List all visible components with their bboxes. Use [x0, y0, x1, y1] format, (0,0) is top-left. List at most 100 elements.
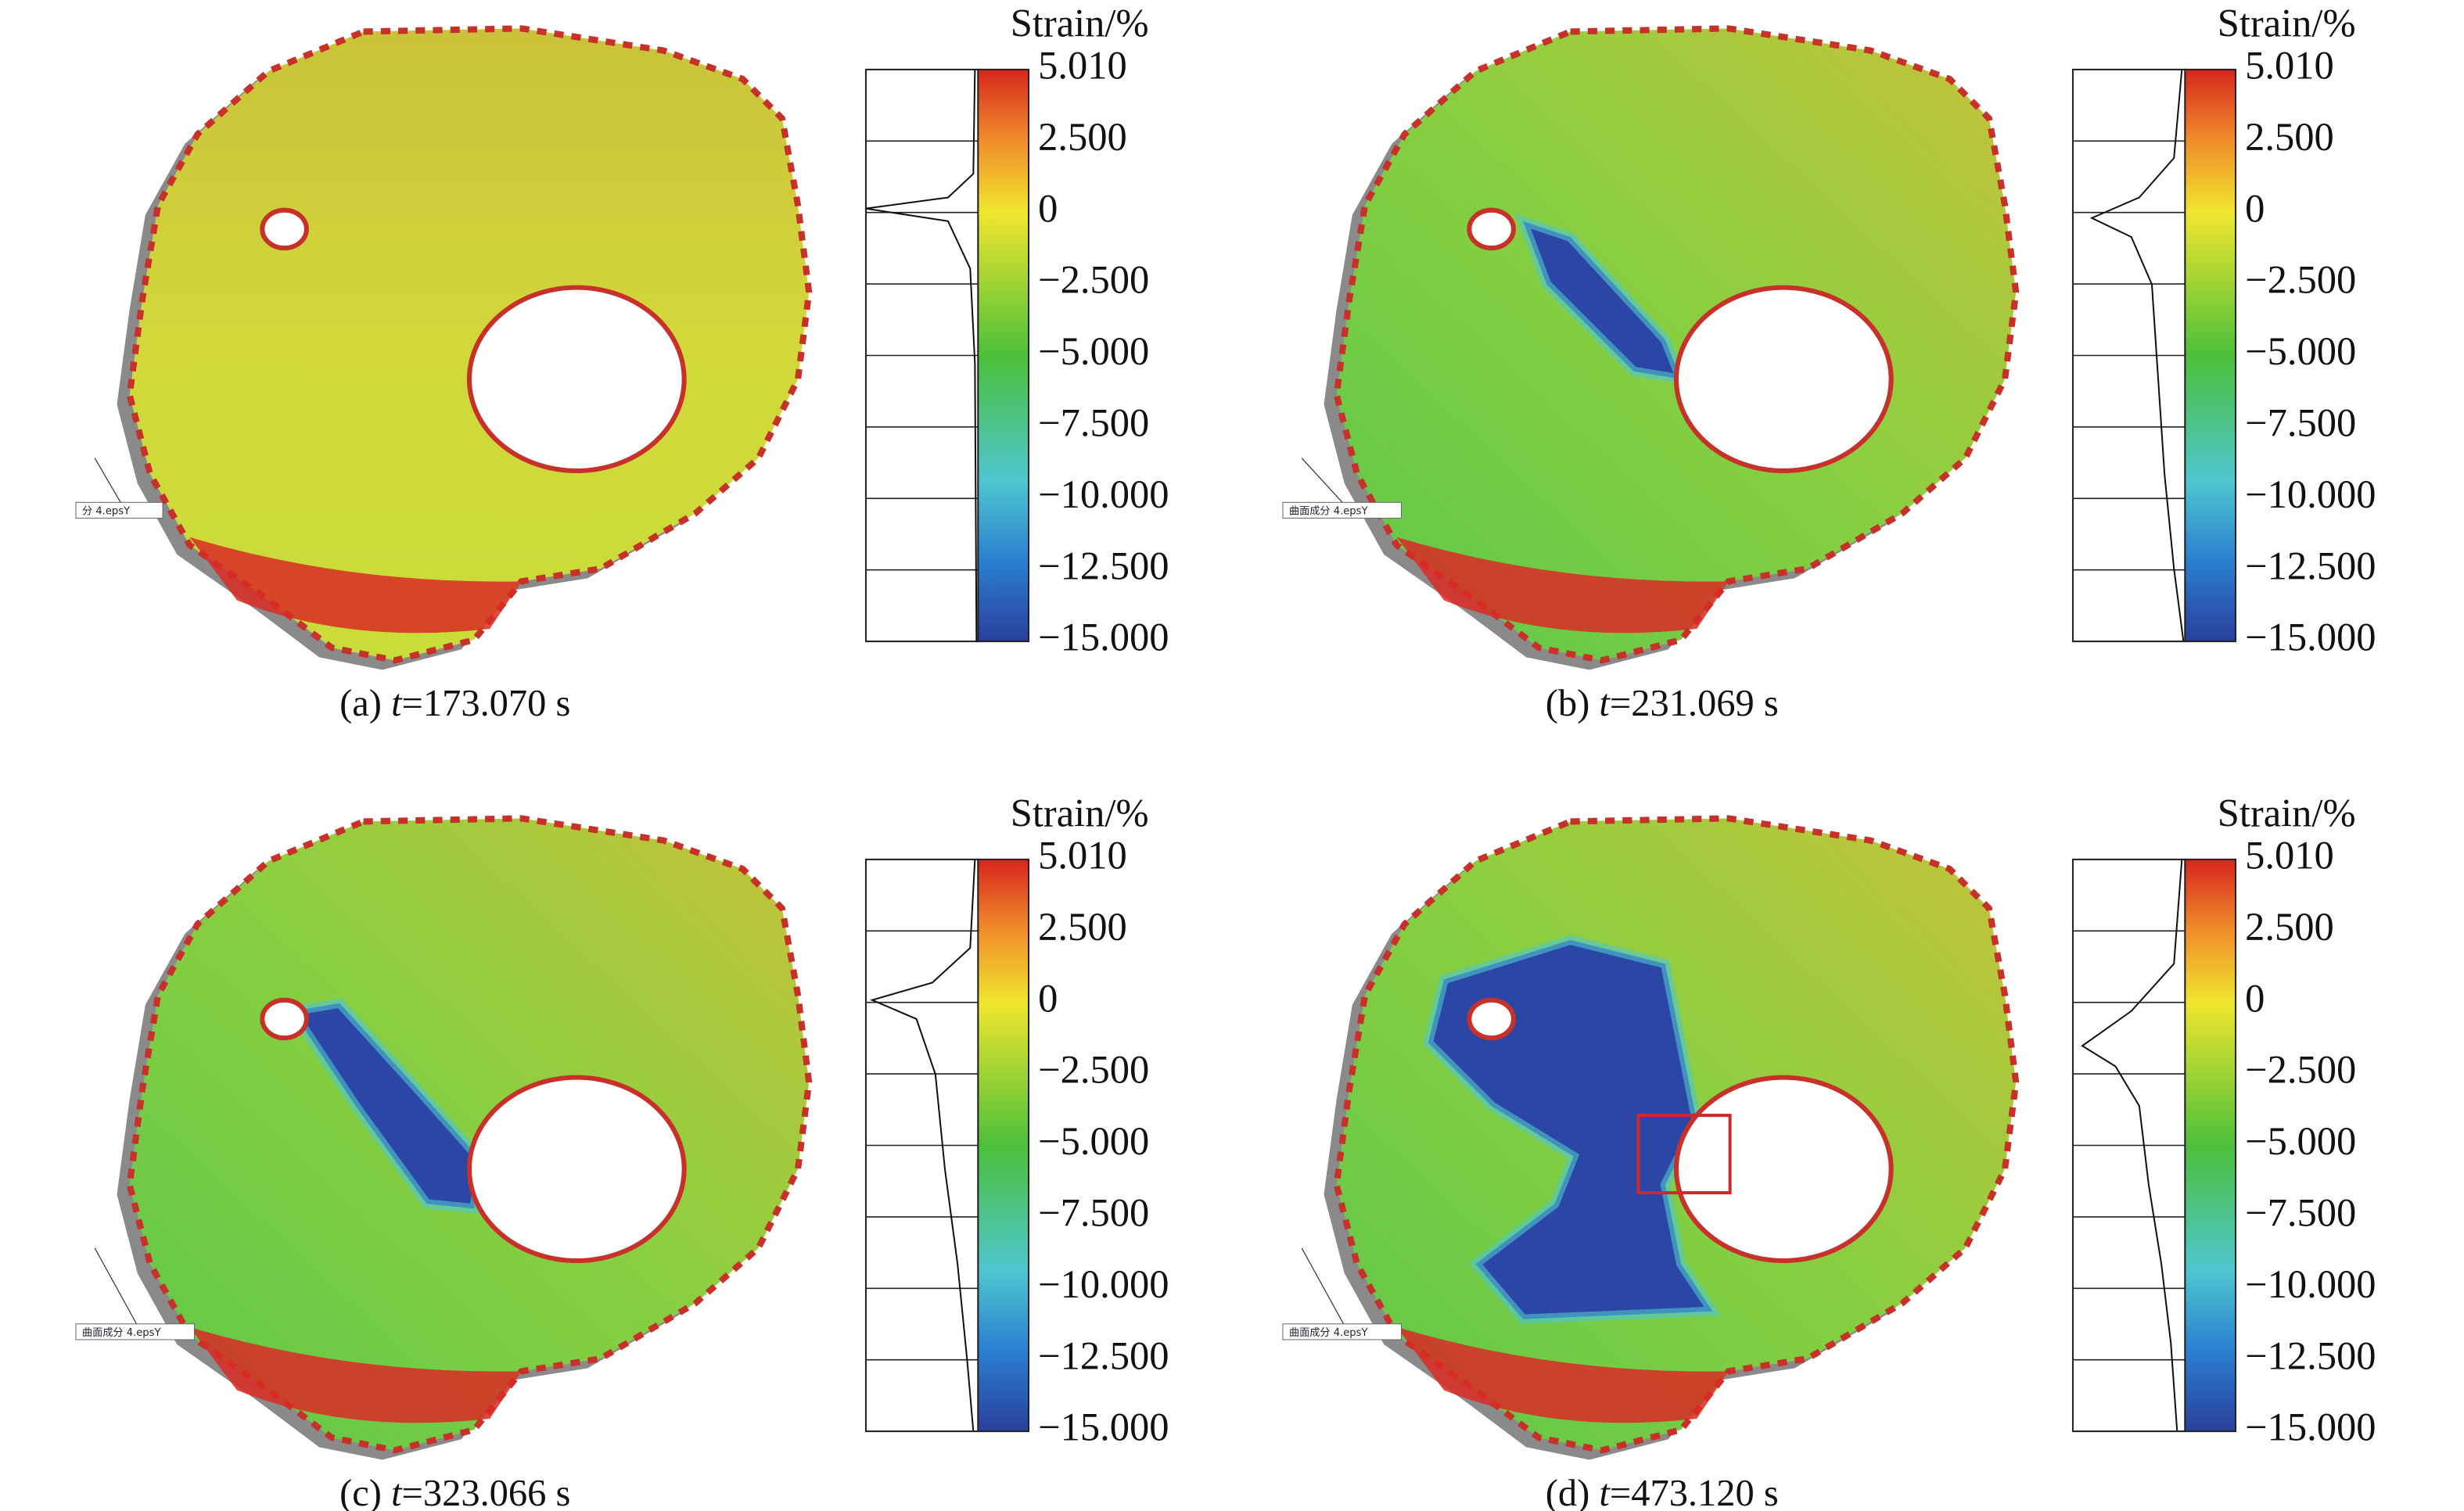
tag-text: 曲面成分 4.epsY — [82, 1326, 161, 1339]
caption-space — [1589, 683, 1599, 724]
colorbar-tick-label: 0 — [1038, 976, 1058, 1020]
caption-value: =231.069 s — [1610, 683, 1779, 724]
caption-variable: t — [1599, 1473, 1611, 1511]
hole-large — [466, 285, 687, 473]
tag-leader — [1301, 1247, 1346, 1328]
caption-value: =323.066 s — [402, 1473, 571, 1511]
colorbar-tick-label: −5.000 — [2245, 1119, 2356, 1163]
field-surface — [126, 25, 813, 664]
colorbar-tick-label: 5.010 — [1038, 43, 1127, 87]
colorbar-tick-label: −2.500 — [2245, 258, 2356, 302]
colorbar-tick-label: 5.010 — [2245, 43, 2334, 87]
panel: 曲面成分 4.epsY 5.010 2.500 0 −2.500 −5.000 −7.500… — [1282, 791, 2376, 1511]
colorbar-title: Strain/% — [2218, 1, 2356, 45]
hole-large — [1673, 1075, 1894, 1263]
colorbar-tick-label: −2.500 — [1038, 258, 1149, 302]
tag-leader — [94, 458, 124, 506]
hole-small — [260, 207, 309, 251]
hole-small — [1467, 207, 1516, 251]
colorbar-tick-label: 2.500 — [1038, 905, 1127, 949]
colorbar-tick-label: −10.000 — [1038, 1262, 1169, 1306]
tag-box — [1282, 1323, 1402, 1341]
colorbar-tick-label: −7.500 — [2245, 1190, 2356, 1234]
strain-field — [1324, 815, 2020, 1460]
colorbar-tick-label: 2.500 — [1038, 115, 1127, 159]
tag-leader — [1301, 458, 1346, 506]
strain-field — [1324, 25, 2020, 670]
hole-small — [260, 997, 309, 1041]
caption-space — [382, 1473, 391, 1511]
colorbar — [2184, 858, 2237, 1433]
colorbar-tick-label: 5.010 — [1038, 833, 1127, 877]
caption-space — [382, 683, 391, 724]
colorbar-tick-label: −5.000 — [1038, 329, 1149, 373]
colorbar-tick-label: −15.000 — [1038, 1405, 1169, 1449]
histogram-curve — [870, 859, 976, 1432]
colorbar-tick-label: −10.000 — [1038, 472, 1169, 516]
caption-label: (c) — [339, 1473, 382, 1511]
caption-label: (b) — [1546, 683, 1590, 724]
colorbar-title: Strain/% — [2218, 791, 2356, 834]
colorbar-tick-label: −15.000 — [1038, 616, 1169, 659]
strain-field — [117, 25, 813, 670]
caption-value: =473.120 s — [1610, 1473, 1779, 1511]
colorbar-tick-label: 0 — [2245, 186, 2265, 230]
colorbar-tick-label: −15.000 — [2245, 616, 2376, 659]
field-red-edge — [189, 537, 522, 633]
caption: (b) t=231.069 s — [1546, 683, 1779, 724]
tag-box — [75, 1323, 195, 1341]
colorbar-title: Strain/% — [1011, 1, 1149, 45]
histogram-curve — [2089, 69, 2185, 642]
hole-small — [1467, 997, 1516, 1041]
colorbar — [2184, 68, 2237, 643]
colorbar-tick-label: 2.500 — [2245, 905, 2334, 949]
caption-variable: t — [1599, 683, 1611, 724]
panel: 分 4.epsY 5.010 2.500 0 −2.500 −5.000 −7.500 −10… — [75, 1, 1169, 724]
colorbar-tick-label: −12.500 — [1038, 544, 1169, 587]
tag-text: 曲面成分 4.epsY — [1289, 1326, 1368, 1339]
colorbar-tick-label: −10.000 — [2245, 472, 2376, 516]
caption-space — [1589, 1473, 1599, 1511]
colorbar-tick-label: −5.000 — [1038, 1119, 1149, 1163]
caption-value: =173.070 s — [402, 683, 571, 724]
colorbar-tick-label: 0 — [2245, 976, 2265, 1020]
colorbar-tick-label: 2.500 — [2245, 115, 2334, 159]
colorbar-tick-label: −7.500 — [2245, 400, 2356, 444]
caption-label: (d) — [1546, 1473, 1590, 1511]
field-red-edge — [1396, 1326, 1729, 1423]
colorbar — [977, 68, 1030, 643]
histogram-curve — [2081, 859, 2183, 1432]
tag-text: 分 4.epsY — [82, 505, 131, 518]
tag-box — [1282, 501, 1402, 519]
colorbar-tick-label: −12.500 — [2245, 1333, 2376, 1377]
colorbar-tick-label: −7.500 — [1038, 1190, 1149, 1234]
tag-box — [75, 501, 163, 519]
hole-large — [1673, 285, 1894, 473]
colorbar-tick-label: 0 — [1038, 186, 1058, 230]
colorbar-tick-label: −2.500 — [2245, 1048, 2356, 1092]
colorbar-tick-label: −5.000 — [2245, 329, 2356, 373]
colorbar — [977, 858, 1030, 1433]
field-surface — [1333, 25, 2020, 664]
colorbar-tick-label: −12.500 — [2245, 544, 2376, 587]
caption: (a) t=173.070 s — [339, 683, 570, 724]
caption-variable: t — [391, 1473, 403, 1511]
tag-leader — [94, 1247, 139, 1328]
panel: 曲面成分 4.epsY 5.010 2.500 0 −2.500 −5.000 −7.500… — [75, 791, 1169, 1511]
colorbar-tick-label: −15.000 — [2245, 1405, 2376, 1449]
caption-variable: t — [391, 683, 403, 724]
panel: 曲面成分 4.epsY 5.010 2.500 0 −2.500 −5.000 −7.500… — [1282, 1, 2376, 724]
colorbar-tick-label: −10.000 — [2245, 1262, 2376, 1306]
histogram-curve — [865, 69, 978, 642]
field-red-edge — [189, 1326, 522, 1423]
colorbar-tick-label: −12.500 — [1038, 1333, 1169, 1377]
strain-field — [117, 815, 813, 1460]
caption: (c) t=323.066 s — [339, 1473, 570, 1511]
caption-label: (a) — [339, 683, 382, 724]
hole-large — [466, 1075, 687, 1263]
colorbar-tick-label: −2.500 — [1038, 1048, 1149, 1092]
tag-text: 曲面成分 4.epsY — [1289, 505, 1368, 518]
highlight-box — [1636, 1114, 1732, 1195]
field-surface — [126, 815, 813, 1454]
